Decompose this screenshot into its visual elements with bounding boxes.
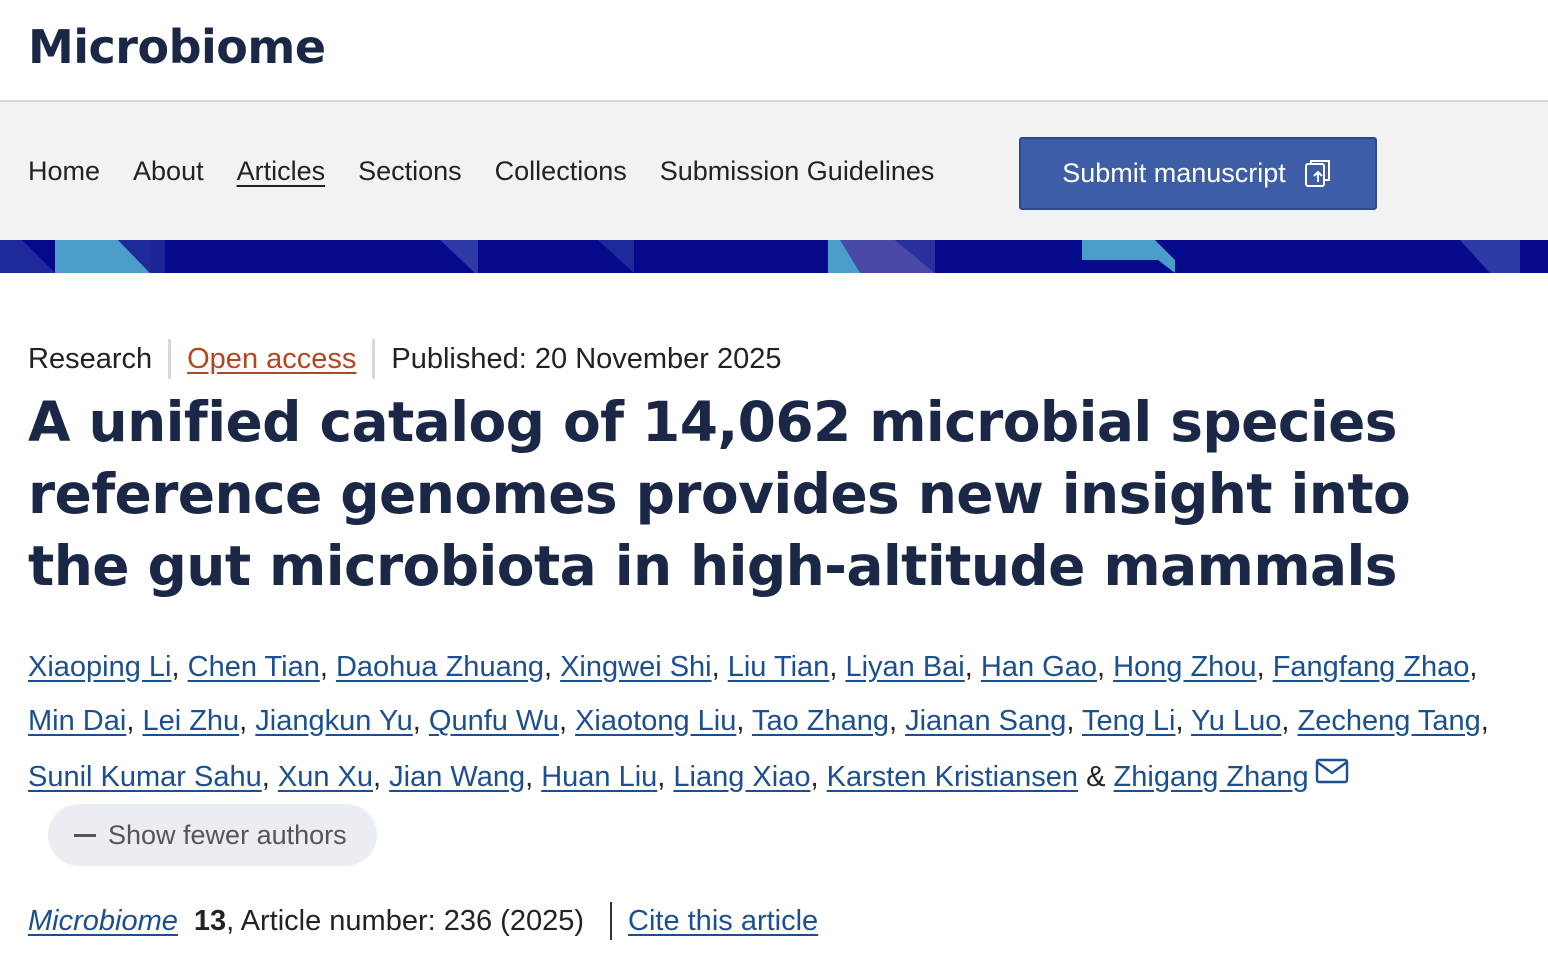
journal-home-link[interactable]: Microbiome xyxy=(28,20,326,74)
upload-document-icon xyxy=(1302,158,1334,190)
author-link[interactable]: Huan Liu xyxy=(541,761,658,793)
submit-manuscript-label: Submit manuscript xyxy=(1062,158,1286,188)
nav-list: Home About Articles Sections Collections… xyxy=(28,102,967,240)
author-link[interactable]: Xingwei Shi xyxy=(560,651,712,683)
author-link[interactable]: Fangfang Zhao xyxy=(1272,651,1470,683)
author-link[interactable]: Min Dai xyxy=(28,705,127,737)
author-link[interactable]: Han Gao xyxy=(980,651,1097,683)
author-link[interactable]: Hong Zhou xyxy=(1113,651,1257,683)
nav-item-collections: Collections xyxy=(495,156,627,187)
nav-item-articles: Articles xyxy=(237,156,326,187)
author-link[interactable]: Xun Xu xyxy=(277,761,374,793)
minus-icon xyxy=(74,833,96,837)
author-link[interactable]: Liang Xiao xyxy=(673,761,811,793)
author-link[interactable]: Liyan Bai xyxy=(845,651,965,683)
citation-line: Microbiome 13 , Article number: 236 (202… xyxy=(28,896,1518,946)
show-fewer-authors-label: Show fewer authors xyxy=(108,820,347,850)
author-link[interactable]: Xiaotong Liu xyxy=(575,705,737,737)
author-link[interactable]: Tao Zhang xyxy=(751,705,889,737)
decorative-banner xyxy=(0,240,1548,273)
citation-divider xyxy=(610,902,612,940)
author-link[interactable]: Xiaoping Li xyxy=(28,651,172,683)
corresponding-author-link[interactable]: Zhigang Zhang xyxy=(1113,761,1309,793)
nav-item-home: Home xyxy=(28,156,100,187)
author-link[interactable]: Chen Tian xyxy=(187,651,320,683)
meta-divider xyxy=(372,339,376,379)
nav-link-articles[interactable]: Articles xyxy=(236,155,326,186)
author-list: Xiaoping Li, Chen Tian, Daohua Zhuang, X… xyxy=(28,640,1518,866)
cite-this-article-link[interactable]: Cite this article xyxy=(628,904,819,937)
nav-item-about: About xyxy=(133,156,204,187)
author-link[interactable]: Liu Tian xyxy=(727,651,830,683)
volume-number: 13 xyxy=(193,904,227,937)
open-access-link[interactable]: Open access xyxy=(187,342,357,375)
nav-link-collections[interactable]: Collections xyxy=(494,155,627,186)
author-link[interactable]: Daohua Zhuang xyxy=(335,651,544,683)
author-link[interactable]: Sunil Kumar Sahu xyxy=(28,761,262,793)
nav-link-submission-guidelines[interactable]: Submission Guidelines xyxy=(659,155,935,186)
author-link[interactable]: Jian Wang xyxy=(389,761,526,793)
author-link[interactable]: Zecheng Tang xyxy=(1297,705,1481,737)
article-meta: Research Open access Published: 20 Novem… xyxy=(28,334,1518,384)
author-link[interactable]: Jianan Sang xyxy=(905,705,1067,737)
mail-icon[interactable] xyxy=(1315,748,1349,802)
author-link[interactable]: Yu Luo xyxy=(1191,705,1282,737)
article-type: Research xyxy=(28,342,153,375)
submit-manuscript-button[interactable]: Submit manuscript xyxy=(1019,137,1377,210)
nav-item-submission-guidelines: Submission Guidelines xyxy=(660,156,935,187)
nav-link-sections[interactable]: Sections xyxy=(358,155,462,186)
published-date: Published: 20 November 2025 xyxy=(391,342,782,375)
nav-link-home[interactable]: Home xyxy=(28,155,101,186)
author-link[interactable]: Lei Zhu xyxy=(142,705,240,737)
meta-divider xyxy=(168,339,172,379)
author-link[interactable]: Jiangkun Yu xyxy=(255,705,413,737)
author-link[interactable]: Qunfu Wu xyxy=(428,705,559,737)
author-link[interactable]: Teng Li xyxy=(1081,705,1176,737)
main-navigation: Home About Articles Sections Collections… xyxy=(0,102,1548,240)
site-header: Microbiome xyxy=(0,0,1548,102)
nav-item-sections: Sections xyxy=(358,156,462,187)
show-fewer-authors-button[interactable]: Show fewer authors xyxy=(48,804,377,866)
article-number: , Article number: 236 (2025) xyxy=(226,904,584,937)
journal-citation-link[interactable]: Microbiome xyxy=(28,904,178,937)
article-header: Research Open access Published: 20 Novem… xyxy=(28,334,1518,946)
author-link[interactable]: Karsten Kristiansen xyxy=(826,761,1079,793)
article-title: A unified catalog of 14,062 microbial sp… xyxy=(28,390,1411,598)
journal-title: Microbiome xyxy=(28,20,326,74)
nav-link-about[interactable]: About xyxy=(133,155,204,186)
